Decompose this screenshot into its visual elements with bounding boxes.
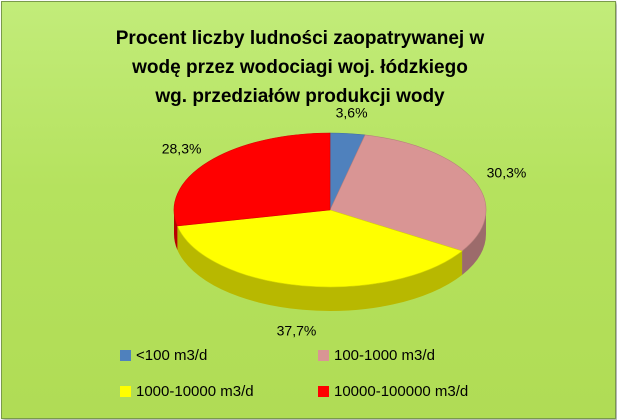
data-label-1: 3,6% bbox=[336, 105, 368, 121]
pie-slice-3 bbox=[176, 209, 463, 288]
legend-item-2: 100-1000 m3/d bbox=[318, 347, 435, 364]
legend-swatch-4 bbox=[318, 386, 329, 397]
legend-label-3: 1000-10000 m3/d bbox=[136, 383, 254, 400]
pie-side-3 bbox=[177, 225, 463, 312]
legend-item-1: <100 m3/d bbox=[120, 347, 207, 364]
chart-title: Procent liczby ludności zaopatrywanej w … bbox=[2, 24, 598, 111]
pie-side-2 bbox=[462, 210, 486, 275]
data-label-2: 30,3% bbox=[487, 165, 527, 181]
chart-title-line-1: Procent liczby ludności zaopatrywanej w bbox=[115, 28, 485, 49]
legend-swatch-2 bbox=[318, 350, 329, 361]
chart-title-line-2: wodę przez wodociagi woj. łódzkiego bbox=[132, 57, 468, 78]
legend-label-1: <100 m3/d bbox=[136, 347, 208, 364]
chart-title-line-3: wg. przedziałów produkcji wody bbox=[155, 86, 445, 107]
legend-swatch-1 bbox=[120, 350, 131, 361]
legend-swatch-3 bbox=[120, 386, 131, 397]
legend-item-3: 1000-10000 m3/d bbox=[120, 383, 254, 400]
pie-side-4 bbox=[174, 210, 178, 250]
pie-slice-4 bbox=[173, 132, 331, 227]
legend-label-4: 10000-100000 m3/d bbox=[334, 383, 469, 400]
data-label-4: 28,3% bbox=[162, 140, 202, 156]
legend-item-4: 10000-100000 m3/d bbox=[318, 383, 468, 400]
legend-label-2: 100-1000 m3/d bbox=[334, 347, 435, 364]
data-label-3: 37,7% bbox=[277, 323, 317, 339]
